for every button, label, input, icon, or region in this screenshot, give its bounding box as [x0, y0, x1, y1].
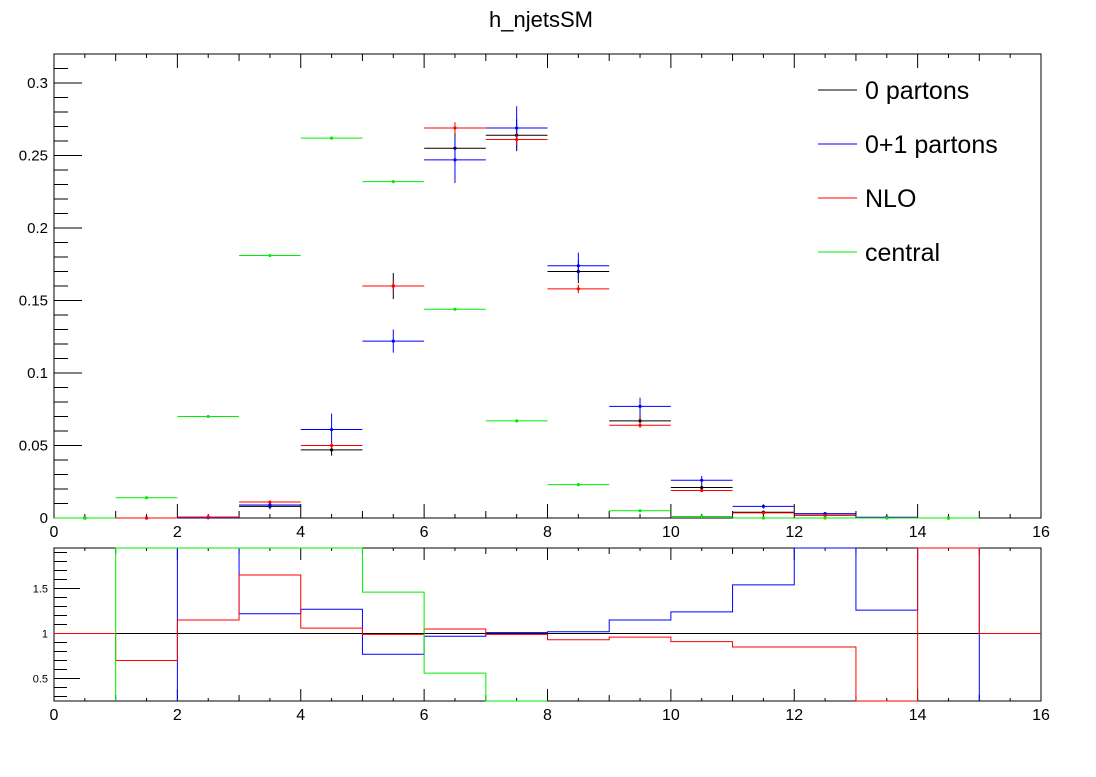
data-point-nlo: [144, 516, 149, 520]
data-point-nlo: [453, 126, 457, 130]
data-point-0-partons: [700, 485, 704, 490]
data-point-0-1-partons: [638, 404, 642, 408]
chart-title: h_njetsSM: [489, 7, 593, 32]
main-x-tick-label: 6: [420, 524, 429, 541]
data-point-central: [638, 509, 642, 513]
ratio-x-tick-label: 2: [173, 707, 182, 724]
ratio-x-tick-label: 10: [662, 707, 680, 724]
main-x-tick-label: 8: [543, 524, 552, 541]
data-point-central: [391, 180, 395, 184]
data-point-nlo: [823, 513, 827, 517]
data-point-central: [761, 516, 766, 520]
main-x-tick-label: 10: [662, 524, 680, 541]
ratio-series-0-1-partons: [176, 547, 980, 701]
ratio-x-tick-label: 0: [50, 707, 59, 724]
data-point-0-partons: [329, 448, 334, 452]
data-point-0-1-partons: [515, 126, 519, 130]
main-y-tick-label: 0: [40, 510, 48, 527]
ratio-y-tick-label: 1: [42, 629, 48, 641]
main-x-tick-label: 12: [785, 524, 803, 541]
legend-label-0-partons: 0 partons: [865, 77, 969, 105]
data-point-nlo: [206, 515, 210, 519]
main-x-tick-label: 14: [909, 524, 927, 541]
data-point-central: [83, 516, 87, 520]
main-x-tick-label: 4: [296, 524, 305, 541]
series-0-partons: [54, 119, 980, 520]
main-y-tick-label: 0.15: [19, 293, 48, 310]
ratio-x-tick-label: 12: [785, 707, 803, 724]
data-point-nlo: [391, 284, 395, 288]
data-point-0-1-partons: [576, 264, 580, 268]
data-point-nlo: [268, 500, 272, 504]
data-point-central: [946, 516, 951, 520]
data-point-central: [329, 136, 334, 140]
data-point-central: [144, 496, 149, 500]
data-point-central: [453, 307, 457, 311]
data-point-0-1-partons: [761, 504, 766, 508]
main-axis-ticks: 0 2 4 6 8 10 12 14 16 0 0.05 0.1 0.15 0.2 0.25 0.3: [19, 53, 1050, 541]
legend-label-0-1-partons: 0+1 partons: [865, 131, 998, 159]
data-point-nlo: [576, 287, 580, 291]
ratio-x-tick-label: 14: [909, 707, 927, 724]
main-y-tick-label: 0.1: [27, 365, 48, 382]
data-point-nlo: [638, 423, 642, 427]
main-plot-series: [54, 106, 980, 520]
ratio-x-tick-label: 4: [296, 707, 305, 724]
ratio-y-tick-label: 0.5: [33, 674, 48, 686]
ratio-plot-series: [54, 547, 1041, 702]
series-0-1-partons: [54, 106, 980, 520]
legend-label-central: central: [865, 239, 940, 267]
data-point-central: [823, 516, 827, 520]
data-point-nlo: [515, 137, 519, 142]
data-point-0-1-partons: [453, 158, 457, 162]
main-plot-frame: [53, 53, 1042, 519]
data-point-0-1-partons: [329, 427, 334, 432]
data-point-central: [206, 414, 210, 419]
series-nlo: [54, 122, 980, 520]
ratio-x-tick-label: 8: [543, 707, 552, 724]
data-point-central: [515, 419, 519, 423]
ratio-series-central: [115, 547, 548, 702]
ratio-x-tick-label: 16: [1032, 707, 1050, 724]
legend-label-nlo: NLO: [865, 185, 916, 213]
data-point-nlo: [700, 488, 704, 493]
data-point-nlo: [761, 511, 766, 515]
legend: 0 partons 0+1 partons NLO central: [818, 77, 998, 267]
main-x-tick-label: 2: [173, 524, 182, 541]
main-y-tick-label: 0.05: [19, 438, 48, 455]
data-point-nlo: [329, 443, 334, 448]
data-point-central: [885, 516, 889, 520]
data-point-central: [268, 253, 272, 258]
main-y-tick-label: 0.3: [27, 75, 48, 92]
series-central: [54, 136, 980, 520]
data-point-central: [576, 483, 580, 487]
ratio-y-tick-label: 1.5: [33, 584, 48, 596]
data-point-central: [700, 514, 704, 519]
ratio-x-tick-label: 6: [420, 707, 429, 724]
main-x-tick-label: 16: [1032, 524, 1050, 541]
main-x-tick-label: 0: [50, 524, 59, 541]
data-point-0-1-partons: [391, 339, 395, 343]
data-point-0-partons: [638, 419, 642, 423]
main-y-tick-label: 0.2: [27, 220, 48, 237]
main-y-tick-label: 0.25: [19, 148, 48, 165]
ratio-axis-ticks: 0 2 4 6 8 10 12 14 16 0.5 1 1.5: [33, 548, 1050, 724]
data-point-0-1-partons: [700, 478, 704, 482]
ratio-plot-frame: [53, 547, 1042, 702]
data-point-0-1-partons: [268, 503, 272, 507]
ratio-series-nlo: [54, 547, 1041, 702]
